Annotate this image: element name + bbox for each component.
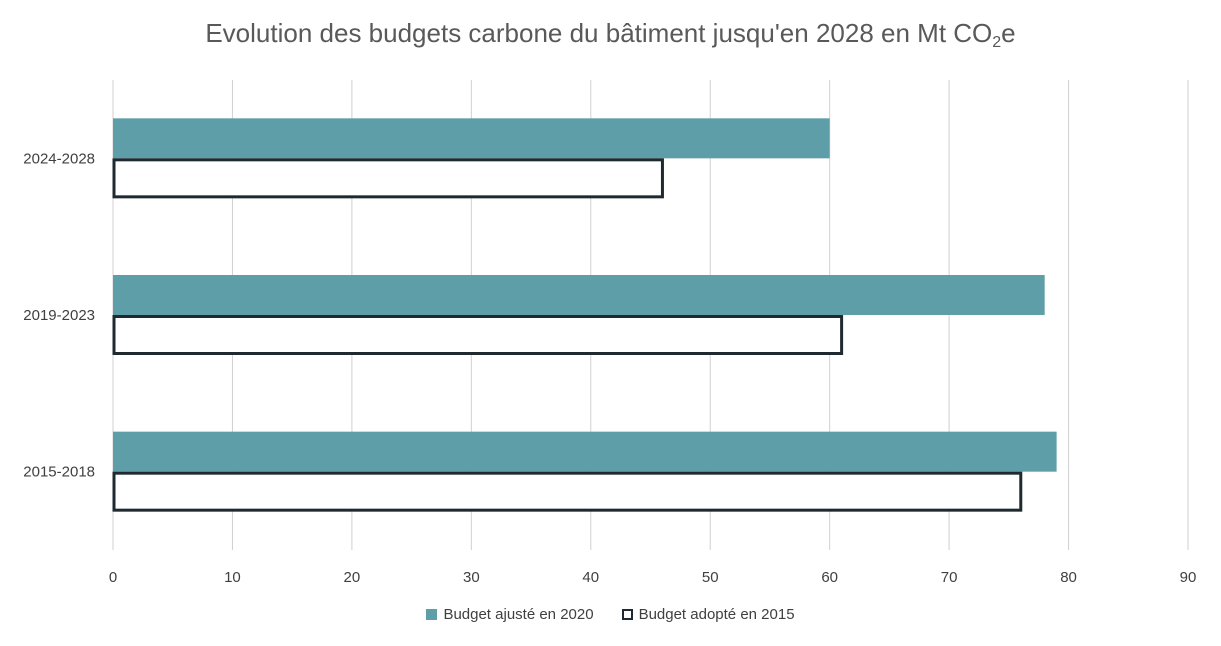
legend-label: Budget ajusté en 2020 <box>443 606 594 623</box>
bar-1-2024-2028 <box>113 118 830 159</box>
x-tick-label: 60 <box>821 569 838 586</box>
x-tick-label: 20 <box>344 569 361 586</box>
x-tick-label: 70 <box>941 569 958 586</box>
x-tick-label: 0 <box>109 569 117 586</box>
legend-label: Budget adopté en 2015 <box>638 606 795 623</box>
x-tick-label: 10 <box>224 569 241 586</box>
legend-swatch-filled <box>426 609 438 620</box>
legend-item-series-1: Budget ajusté en 2020 <box>426 606 594 623</box>
bar-2-2024-2028 <box>112 158 664 199</box>
y-tick-label: 2015-2018 <box>23 464 95 481</box>
x-tick-label: 80 <box>1060 569 1077 586</box>
x-tick-label: 50 <box>702 569 719 586</box>
chart-title: Evolution des budgets carbone du bâtimen… <box>205 18 1016 51</box>
x-tick-label: 90 <box>1180 569 1197 586</box>
bar-2-2019-2023 <box>112 315 844 355</box>
x-tick-label: 40 <box>582 569 599 586</box>
bar-chart-plot: 0 10 20 30 40 50 60 70 80 90 2024-2028 2019-2023 201… <box>23 80 1197 586</box>
legend: Budget ajusté en 2020 Budget adopté en 2… <box>0 606 1221 623</box>
x-tick-label: 30 <box>463 569 480 586</box>
y-tick-label: 2024-2028 <box>23 150 95 167</box>
bar-1-2019-2023 <box>113 275 1045 315</box>
bar-1-2015-2018 <box>113 431 1057 472</box>
legend-item-series-2: Budget adopté en 2015 <box>621 606 795 623</box>
legend-swatch-outline <box>621 609 633 620</box>
bar-2-2015-2018 <box>112 471 1023 512</box>
y-tick-label: 2019-2023 <box>23 307 95 324</box>
